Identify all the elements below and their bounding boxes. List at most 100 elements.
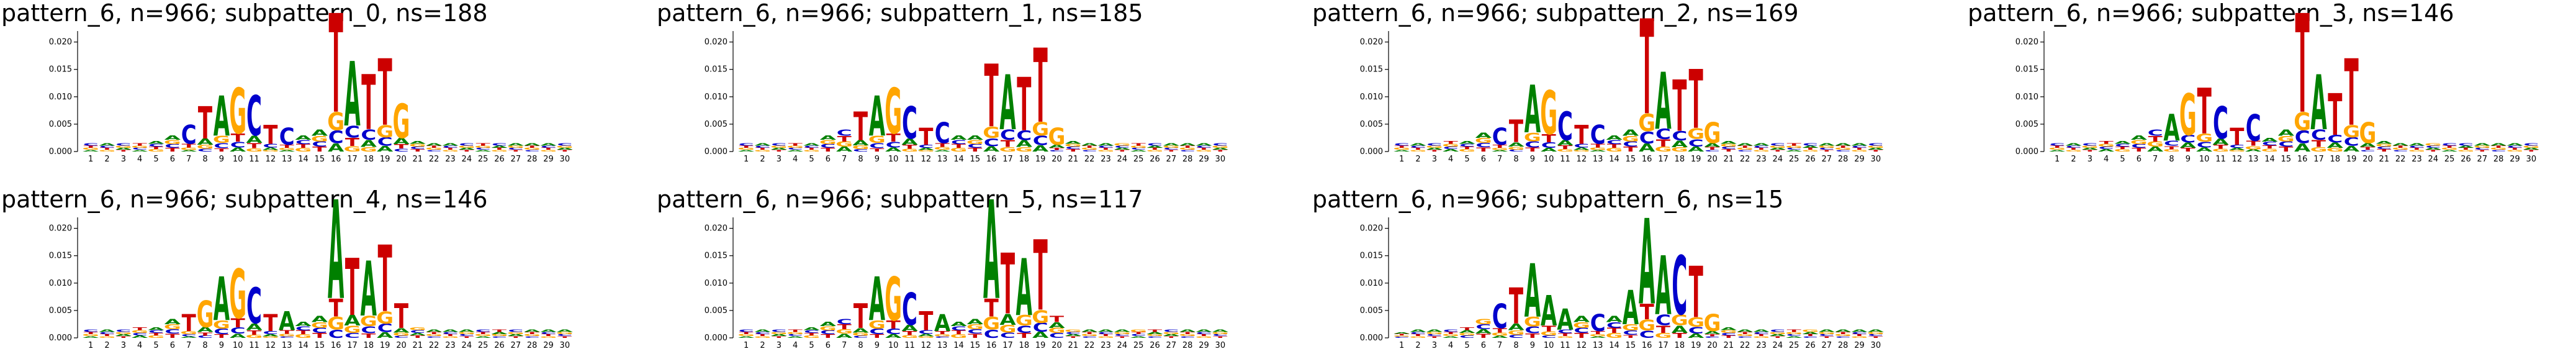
logo-letter-A: A <box>1426 329 1443 333</box>
logo-letter-A: A <box>2408 143 2425 147</box>
x-tick-label: 16 <box>331 155 341 164</box>
logo-letter-A: A <box>1590 150 1606 152</box>
logo-letter-C: C <box>230 326 246 336</box>
x-tick-label: 26 <box>1150 155 1160 164</box>
logo-letter-G: G <box>786 145 804 148</box>
logo-letter-T: T <box>853 297 868 337</box>
logo-letter-C: C <box>214 142 229 150</box>
logo-letter-C: C <box>2148 129 2163 138</box>
x-tick-label: 12 <box>921 155 932 164</box>
logo-letter-C: C <box>837 317 852 326</box>
logo-letter-C: C <box>99 145 115 148</box>
logo-letter-G: G <box>278 147 295 151</box>
logo-letter-C: C <box>2360 150 2376 152</box>
logo-letter-A: A <box>2114 140 2130 145</box>
logo-letter-T: T <box>198 98 212 150</box>
logo-letter-A: A <box>1524 250 1541 334</box>
logo-letter-A: A <box>1081 143 1098 147</box>
logo-letter-T: T <box>1852 147 1867 150</box>
logo-letter-T: T <box>1803 334 1818 337</box>
logo-letter-G: G <box>1081 334 1098 337</box>
logo-letter-T: T <box>2377 148 2392 152</box>
logo-letter-C: C <box>902 284 917 336</box>
logo-letter-A: A <box>1737 329 1754 333</box>
logo-letter-A: A <box>295 320 312 327</box>
logo-letter-C: C <box>279 124 295 150</box>
logo-letter-C: C <box>1786 334 1802 337</box>
logo-letter-C: C <box>1770 143 1785 147</box>
logo-letter-T: T <box>1591 143 1605 148</box>
logo-letter-C: C <box>1835 336 1851 338</box>
logo-letter-G: G <box>1753 336 1770 338</box>
logo-letter-C: C <box>1590 310 1606 337</box>
logo-letter-T: T <box>2312 138 2326 149</box>
logo-letter-T: T <box>1083 332 1097 335</box>
logo-letter-G: G <box>917 336 935 338</box>
logo-letter-T: T <box>296 329 310 335</box>
x-tick-label: 17 <box>1002 155 1013 164</box>
x-tick-label: 12 <box>266 341 276 350</box>
logo-letter-G: G <box>2523 145 2540 148</box>
y-tick-label: 0.020 <box>2015 38 2038 47</box>
x-tick-label: 5 <box>1464 155 1469 164</box>
logo-letter-T: T <box>2426 150 2441 152</box>
logo-letter-G: G <box>82 147 99 150</box>
logo-letter-A: A <box>99 143 115 147</box>
logo-letter-G: G <box>2130 138 2148 145</box>
logo-letter-G: G <box>1212 145 1229 148</box>
logo-letter-T: T <box>1803 147 1818 150</box>
logo-letter-C: C <box>181 334 197 337</box>
logo-letter-C: C <box>1114 145 1130 148</box>
logo-letter-G: G <box>885 75 902 148</box>
logo-letter-T: T <box>1148 147 1163 150</box>
logo-letter-C: C <box>1574 143 1589 148</box>
logo-letter-G: G <box>2114 148 2132 152</box>
logo-letter-T: T <box>772 336 786 338</box>
logo-letter-G: G <box>819 138 837 145</box>
logo-letter-T: T <box>2213 143 2228 150</box>
logo-letter-G: G <box>2425 143 2442 147</box>
logo-letter-T: T <box>919 306 933 336</box>
logo-letter-C: C <box>2393 150 2408 152</box>
logo-letter-C: C <box>2311 127 2326 143</box>
logo-letter-T: T <box>427 145 442 148</box>
logo-letter-T: T <box>1444 332 1459 335</box>
x-tick-label: 13 <box>2248 155 2259 164</box>
logo-letter-G: G <box>1459 332 1476 337</box>
logo-letter-A: A <box>524 329 541 333</box>
logo-letter-G: G <box>1442 334 1459 337</box>
logo-letter-C: C <box>345 123 360 142</box>
x-tick-label: 18 <box>1675 155 1685 164</box>
logo-letter-C: C <box>1082 336 1097 338</box>
logo-letter-T: T <box>296 143 310 149</box>
logo-letter-G: G <box>1573 321 1590 330</box>
logo-letter-T: T <box>952 329 966 335</box>
x-tick-label: 12 <box>2232 155 2243 164</box>
x-tick-label: 7 <box>186 341 191 350</box>
x-tick-label: 8 <box>858 341 863 350</box>
logo-letter-G: G <box>1393 147 1410 150</box>
y-tick-label: 0.005 <box>1360 306 1383 315</box>
logo-letter-C: C <box>394 335 409 338</box>
x-tick-label: 17 <box>347 341 358 350</box>
x-tick-label: 29 <box>2510 155 2520 164</box>
logo-letter-T: T <box>1017 63 1031 148</box>
logo-letter-C: C <box>459 143 474 147</box>
x-tick-label: 22 <box>1740 341 1750 350</box>
x-tick-label: 22 <box>2395 155 2406 164</box>
logo-letter-G: G <box>966 138 984 145</box>
logo-letter-A: A <box>771 334 788 337</box>
logo-letter-C: C <box>869 327 885 336</box>
logo-letter-C: C <box>230 140 246 150</box>
logo-letter-A: A <box>344 312 361 329</box>
x-tick-label: 4 <box>793 341 798 350</box>
logo-letter-C: C <box>1426 143 1442 147</box>
logo-letter-G: G <box>2506 150 2524 152</box>
x-tick-label: 23 <box>445 341 456 350</box>
x-tick-label: 20 <box>1052 155 1062 164</box>
logo-letter-T: T <box>2524 150 2539 152</box>
logo-letter-C: C <box>2442 143 2457 147</box>
x-tick-label: 23 <box>2412 155 2422 164</box>
logo-letter-G: G <box>868 134 886 146</box>
